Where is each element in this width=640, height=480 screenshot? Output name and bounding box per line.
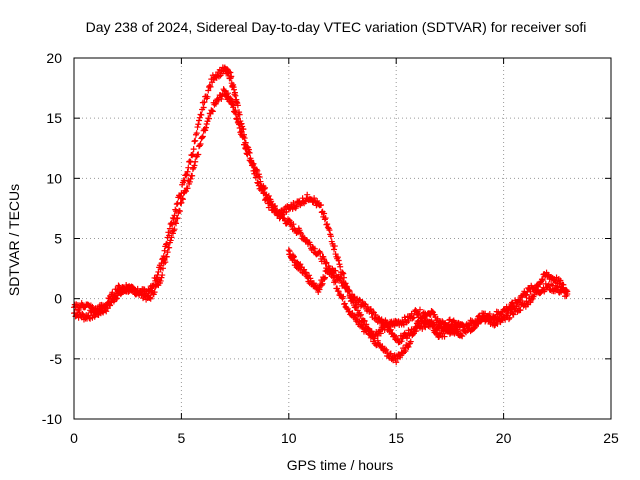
data-points xyxy=(71,64,571,366)
chart-title: Day 238 of 2024, Sidereal Day-to-day VTE… xyxy=(86,19,587,35)
y-tick-label: 15 xyxy=(46,110,62,126)
x-tick-label: 25 xyxy=(603,430,619,446)
series-3 xyxy=(285,247,463,346)
x-tick-label: 10 xyxy=(281,430,297,446)
x-tick-label: 15 xyxy=(388,430,404,446)
x-tick-label: 5 xyxy=(178,430,186,446)
gridlines xyxy=(74,58,611,419)
y-axis-label: SDTVAR / TECUs xyxy=(6,184,22,296)
x-tick-label: 0 xyxy=(70,430,78,446)
x-axis-label: GPS time / hours xyxy=(287,457,394,473)
series-2 xyxy=(71,64,571,366)
x-tick-label: 20 xyxy=(496,430,512,446)
x-axis-ticks: 0 5 10 15 20 25 xyxy=(70,58,619,446)
y-tick-label: -5 xyxy=(50,351,63,367)
y-tick-label: 20 xyxy=(46,50,62,66)
y-axis-ticks: -10 -5 0 5 10 15 20 xyxy=(42,50,611,427)
series-1 xyxy=(71,86,571,342)
y-tick-label: 5 xyxy=(54,231,62,247)
y-tick-label: -10 xyxy=(42,411,62,427)
y-tick-label: 0 xyxy=(54,291,62,307)
y-tick-label: 10 xyxy=(46,170,62,186)
